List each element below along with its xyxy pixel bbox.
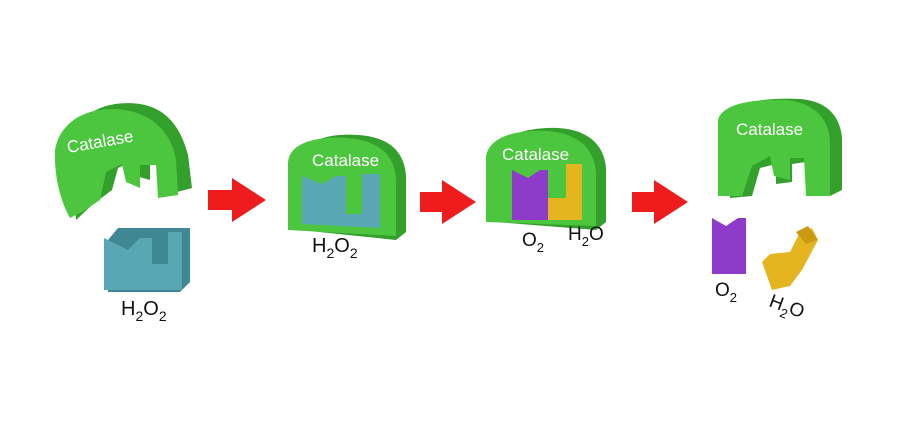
stage-3-o2-label: O2 [522, 230, 544, 255]
stage-2-enzyme-label: Catalase [312, 151, 379, 170]
stage-2-h2o2-label: H2O2 [312, 235, 358, 261]
stage-1-enzyme: Catalase [54, 103, 192, 220]
stage-3-enzyme-label: Catalase [502, 145, 569, 164]
arrow-1 [208, 178, 266, 222]
stage-4-enzyme: Catalase [718, 98, 842, 198]
stage-1-substrate [104, 228, 190, 292]
stage-2-complex: Catalase [288, 134, 406, 240]
stage-4-o2-label: O2 [715, 280, 737, 305]
stage-3-water [548, 164, 582, 220]
stage-4-oxygen [712, 218, 746, 274]
stage-4-h2o-label: H2O [765, 291, 807, 327]
stage-3-h2o-label: H2O [568, 224, 604, 249]
arrow-3 [632, 180, 688, 224]
stage-1-h2o2-label: H2O2 [121, 298, 167, 324]
stage-4-enzyme-label: Catalase [736, 120, 803, 139]
arrow-2 [420, 180, 476, 224]
stage-4-water [762, 228, 818, 290]
stage-3-complex: Catalase [486, 127, 606, 230]
stage-3-oxygen [512, 170, 548, 220]
stage-2-substrate [302, 174, 380, 228]
